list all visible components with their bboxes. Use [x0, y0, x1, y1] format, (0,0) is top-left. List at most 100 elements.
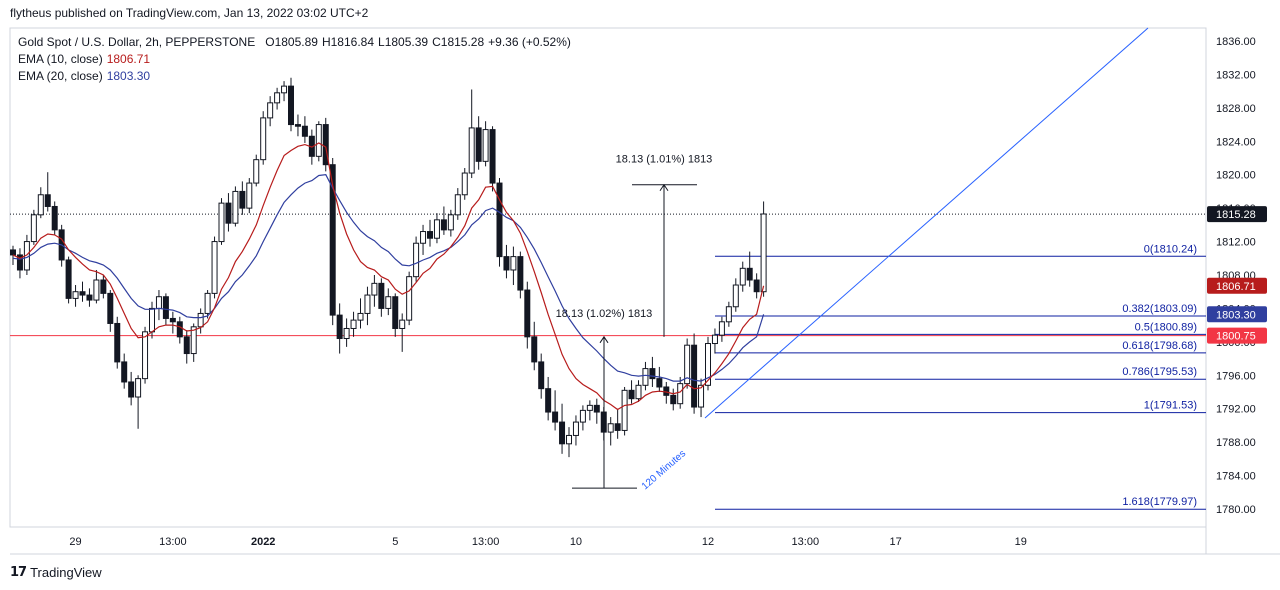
y-tick-label: 1812.00 — [1216, 237, 1256, 249]
candle — [552, 390, 559, 431]
candle — [288, 77, 294, 132]
candle — [566, 427, 572, 458]
candle-body — [128, 381, 135, 398]
x-tick-label: 19 — [1015, 536, 1027, 548]
candle-body — [628, 389, 635, 400]
candle-body — [225, 202, 232, 224]
candle — [225, 193, 232, 232]
candle — [579, 405, 586, 431]
candle-body — [315, 124, 322, 157]
candle-body — [114, 322, 121, 363]
candle — [718, 316, 725, 342]
candle-body — [705, 343, 711, 386]
candle — [538, 353, 545, 399]
candle — [670, 388, 677, 411]
candle — [454, 188, 461, 220]
candle-body — [420, 231, 427, 244]
candle — [301, 116, 308, 143]
hline-price-tag-bg — [1207, 327, 1267, 344]
symbol-name[interactable]: Gold Spot / U.S. Dollar, 2h, PEPPERSTONE — [18, 35, 256, 49]
candle-body — [718, 321, 725, 336]
chart-overlays-back: 0(1810.24) 0.382(1803.09) 0.5(1800.89) 0.61… — [10, 213, 1206, 510]
candle-body — [211, 241, 218, 294]
candle-body — [406, 276, 413, 321]
candle — [753, 273, 760, 299]
candle — [169, 311, 176, 334]
candle-body — [232, 190, 239, 224]
candle-body — [698, 384, 705, 408]
y-tick-label: 1832.00 — [1216, 69, 1256, 81]
candle-body — [218, 202, 225, 243]
candle-body — [371, 282, 378, 296]
chart-frame — [9, 27, 1280, 555]
x-tick-label: 5 — [392, 536, 398, 548]
candle-body — [385, 296, 392, 309]
fib-level-label: 0.618(1798.68) — [1122, 340, 1197, 352]
candle-body — [566, 434, 572, 445]
candle — [294, 114, 301, 137]
last-price-tag-bg — [1207, 206, 1267, 223]
candle — [72, 285, 79, 307]
candle — [100, 274, 107, 299]
fib-level-label: 0.382(1803.09) — [1122, 303, 1197, 315]
candle — [503, 244, 510, 279]
candle-body — [162, 296, 169, 319]
candle-body — [350, 319, 357, 329]
candle-body — [579, 409, 586, 423]
candle — [628, 380, 635, 404]
x-tick-label: 13:00 — [472, 536, 500, 548]
candle-body — [329, 164, 336, 316]
candle-body — [711, 334, 718, 345]
ema20-row[interactable]: EMA (20, close) 1803.30 — [18, 68, 571, 85]
candle — [204, 290, 211, 319]
ema20-line — [12, 174, 765, 382]
chart-legend: Gold Spot / U.S. Dollar, 2h, PEPPERSTONE… — [18, 34, 571, 85]
candle — [447, 209, 454, 237]
y-tick-label: 1836.00 — [1216, 36, 1256, 48]
candle — [468, 89, 475, 179]
candle — [281, 81, 288, 102]
candle-body — [79, 291, 86, 296]
x-tick-label: 29 — [69, 536, 81, 548]
candle-body — [392, 296, 399, 329]
candle — [364, 286, 371, 326]
candle-body — [169, 317, 176, 323]
candle — [496, 178, 503, 267]
fib-level-label: 0.5(1800.89) — [1135, 321, 1197, 333]
candle-body — [607, 423, 614, 433]
high-value: H1816.84 — [321, 35, 375, 49]
candle-body — [336, 314, 343, 340]
candle-body — [503, 256, 510, 271]
tradingview-logo[interactable]: 17 TradingView — [10, 565, 102, 580]
candle — [649, 356, 656, 387]
candle-body — [593, 404, 600, 413]
measure-arrowhead — [599, 335, 609, 344]
ema10-row[interactable]: EMA (10, close) 1806.71 — [18, 51, 571, 68]
candle-body — [572, 421, 579, 436]
candle-body — [635, 384, 642, 400]
candle-body — [16, 254, 23, 271]
candle — [642, 361, 649, 391]
ema20-label: EMA (20, close) — [18, 69, 103, 83]
candle-body — [65, 259, 72, 299]
y-tick-label: 1828.00 — [1216, 103, 1256, 115]
candle — [475, 116, 482, 170]
candle — [725, 301, 732, 327]
y-tick-label: 1788.00 — [1216, 437, 1256, 449]
candle — [336, 303, 343, 354]
candle-body — [190, 326, 197, 355]
candle — [732, 278, 739, 312]
hline-price-tag-text: 1800.75 — [1216, 331, 1256, 343]
candle-body — [204, 292, 211, 314]
candle — [107, 290, 114, 332]
y-tick-label: 1824.00 — [1216, 136, 1256, 148]
candle — [114, 316, 121, 369]
candle-body — [725, 306, 732, 323]
candle-body — [294, 124, 301, 127]
trendline-label: 120 Minutes — [640, 448, 688, 492]
candle-body — [44, 194, 51, 207]
candle-body — [482, 129, 489, 162]
candle-body — [670, 394, 677, 405]
candle — [197, 308, 204, 334]
